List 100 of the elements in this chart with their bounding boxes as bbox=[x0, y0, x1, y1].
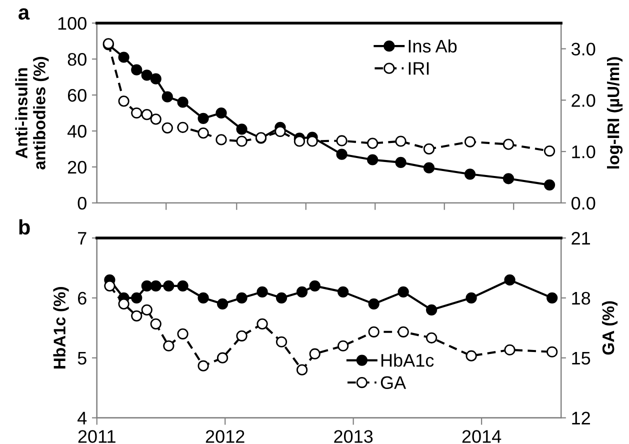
point bbox=[296, 364, 308, 376]
point bbox=[141, 108, 152, 120]
y2-tick-label: 0.0 bbox=[571, 196, 596, 210]
point bbox=[426, 304, 438, 316]
point bbox=[368, 298, 380, 310]
point bbox=[367, 154, 378, 166]
text: a bbox=[18, 8, 30, 20]
point bbox=[368, 326, 380, 338]
y-tick-label: 60 bbox=[68, 88, 86, 102]
point bbox=[141, 70, 152, 81]
y2-axis-title: GA (%) bbox=[602, 301, 618, 355]
point bbox=[150, 280, 162, 292]
y2-tick-label: 15 bbox=[572, 352, 590, 365]
point bbox=[309, 348, 320, 360]
point bbox=[236, 124, 248, 135]
y-tick-label: 4 bbox=[78, 412, 87, 424]
y2-tick-label: 1.0 bbox=[572, 145, 596, 158]
point bbox=[216, 107, 227, 119]
y-tick-label: 6 bbox=[78, 292, 86, 305]
y2-tick-label: 3.0 bbox=[571, 42, 596, 56]
point bbox=[162, 122, 173, 134]
y-tick-label: 5 bbox=[78, 352, 86, 365]
y2-tick-label: 21 bbox=[572, 232, 590, 245]
point bbox=[338, 286, 349, 298]
point bbox=[294, 136, 306, 147]
point bbox=[256, 318, 268, 330]
point bbox=[198, 112, 209, 124]
point bbox=[502, 173, 514, 184]
point bbox=[162, 91, 173, 102]
x-tick-label: 2012 bbox=[206, 430, 244, 443]
y2-tick-label: 2.0 bbox=[572, 94, 596, 107]
point bbox=[150, 318, 162, 330]
point bbox=[336, 148, 348, 160]
point bbox=[367, 138, 378, 149]
point bbox=[163, 280, 174, 292]
point bbox=[395, 156, 406, 168]
point bbox=[464, 168, 476, 180]
text: b bbox=[19, 219, 30, 235]
point bbox=[236, 330, 248, 342]
legend-label: Ins Ab bbox=[408, 39, 457, 53]
point bbox=[177, 280, 188, 292]
point bbox=[198, 127, 209, 139]
point bbox=[398, 286, 409, 298]
point bbox=[236, 292, 248, 304]
y-axis-title: HbA1c (%) bbox=[53, 287, 69, 368]
point bbox=[131, 107, 142, 119]
point bbox=[395, 136, 406, 147]
point bbox=[104, 280, 116, 292]
point bbox=[276, 292, 288, 304]
point bbox=[177, 328, 188, 340]
y-tick-label: 100 bbox=[58, 17, 86, 30]
point bbox=[274, 126, 286, 138]
point bbox=[163, 340, 174, 352]
point bbox=[338, 340, 349, 352]
point bbox=[256, 286, 268, 298]
point bbox=[131, 310, 142, 322]
y2-tick-label: 18 bbox=[572, 292, 590, 305]
point bbox=[504, 274, 516, 286]
point bbox=[131, 64, 142, 76]
point bbox=[216, 134, 227, 146]
y-tick-label: 40 bbox=[67, 124, 86, 138]
x-tick-label: 2013 bbox=[334, 430, 373, 443]
y-axis-title: Anti-insulin antibodies (%) bbox=[15, 56, 49, 170]
point bbox=[426, 332, 438, 344]
y-tick-label: 20 bbox=[68, 160, 86, 174]
point bbox=[198, 292, 209, 304]
point bbox=[296, 286, 308, 298]
point bbox=[464, 136, 476, 148]
point bbox=[466, 350, 477, 362]
point bbox=[141, 280, 152, 292]
point bbox=[177, 96, 188, 108]
point bbox=[502, 138, 514, 150]
point bbox=[544, 145, 556, 157]
x-tick-label: 2011 bbox=[78, 430, 116, 443]
point bbox=[544, 179, 556, 190]
point bbox=[336, 135, 348, 146]
point bbox=[118, 96, 130, 107]
point bbox=[276, 336, 288, 348]
y-tick-label: 0 bbox=[78, 196, 86, 210]
point bbox=[546, 292, 558, 304]
point bbox=[398, 326, 409, 338]
x-tick-label: 2014 bbox=[462, 430, 502, 443]
point bbox=[546, 346, 558, 358]
point bbox=[118, 52, 130, 63]
point bbox=[309, 280, 320, 292]
point bbox=[131, 292, 142, 304]
legend-label: HbA1c bbox=[381, 354, 434, 367]
point bbox=[150, 73, 162, 84]
legend-label: IRI bbox=[408, 62, 429, 75]
point bbox=[423, 143, 435, 155]
point bbox=[118, 298, 130, 310]
point bbox=[216, 298, 228, 310]
point bbox=[466, 292, 477, 304]
point bbox=[236, 136, 248, 147]
point bbox=[150, 114, 162, 125]
point bbox=[423, 162, 435, 174]
point bbox=[198, 360, 209, 372]
point bbox=[306, 136, 318, 147]
y2-tick-label: 12 bbox=[572, 412, 590, 424]
point bbox=[216, 352, 228, 364]
